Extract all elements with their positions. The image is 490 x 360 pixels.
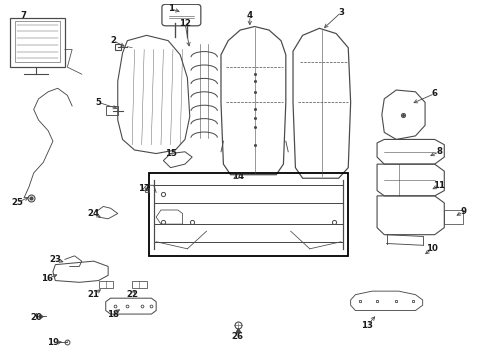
Text: 14: 14: [232, 172, 244, 181]
Text: 21: 21: [88, 290, 100, 299]
Text: 7: 7: [20, 12, 26, 21]
Text: 24: 24: [88, 209, 100, 218]
Text: 1: 1: [168, 4, 173, 13]
Text: 23: 23: [49, 255, 61, 264]
Bar: [444, 210, 464, 224]
Text: 8: 8: [437, 147, 442, 156]
Text: 19: 19: [47, 338, 59, 347]
Text: 12: 12: [179, 18, 191, 27]
Text: 22: 22: [126, 290, 138, 299]
Text: 18: 18: [107, 310, 119, 319]
Text: 6: 6: [432, 89, 438, 98]
Text: 2: 2: [110, 36, 116, 45]
Text: 9: 9: [461, 207, 466, 216]
Text: 16: 16: [41, 274, 53, 283]
Text: 26: 26: [232, 333, 244, 342]
Text: 10: 10: [426, 244, 438, 253]
Text: 15: 15: [165, 149, 176, 158]
Text: 5: 5: [96, 98, 101, 107]
Text: 13: 13: [362, 321, 373, 330]
Text: 20: 20: [30, 313, 42, 322]
Text: 25: 25: [11, 198, 23, 207]
Text: 11: 11: [434, 181, 445, 190]
Text: 4: 4: [247, 12, 253, 21]
Text: 3: 3: [338, 8, 344, 17]
Bar: [149, 173, 348, 256]
Text: 17: 17: [138, 184, 150, 193]
